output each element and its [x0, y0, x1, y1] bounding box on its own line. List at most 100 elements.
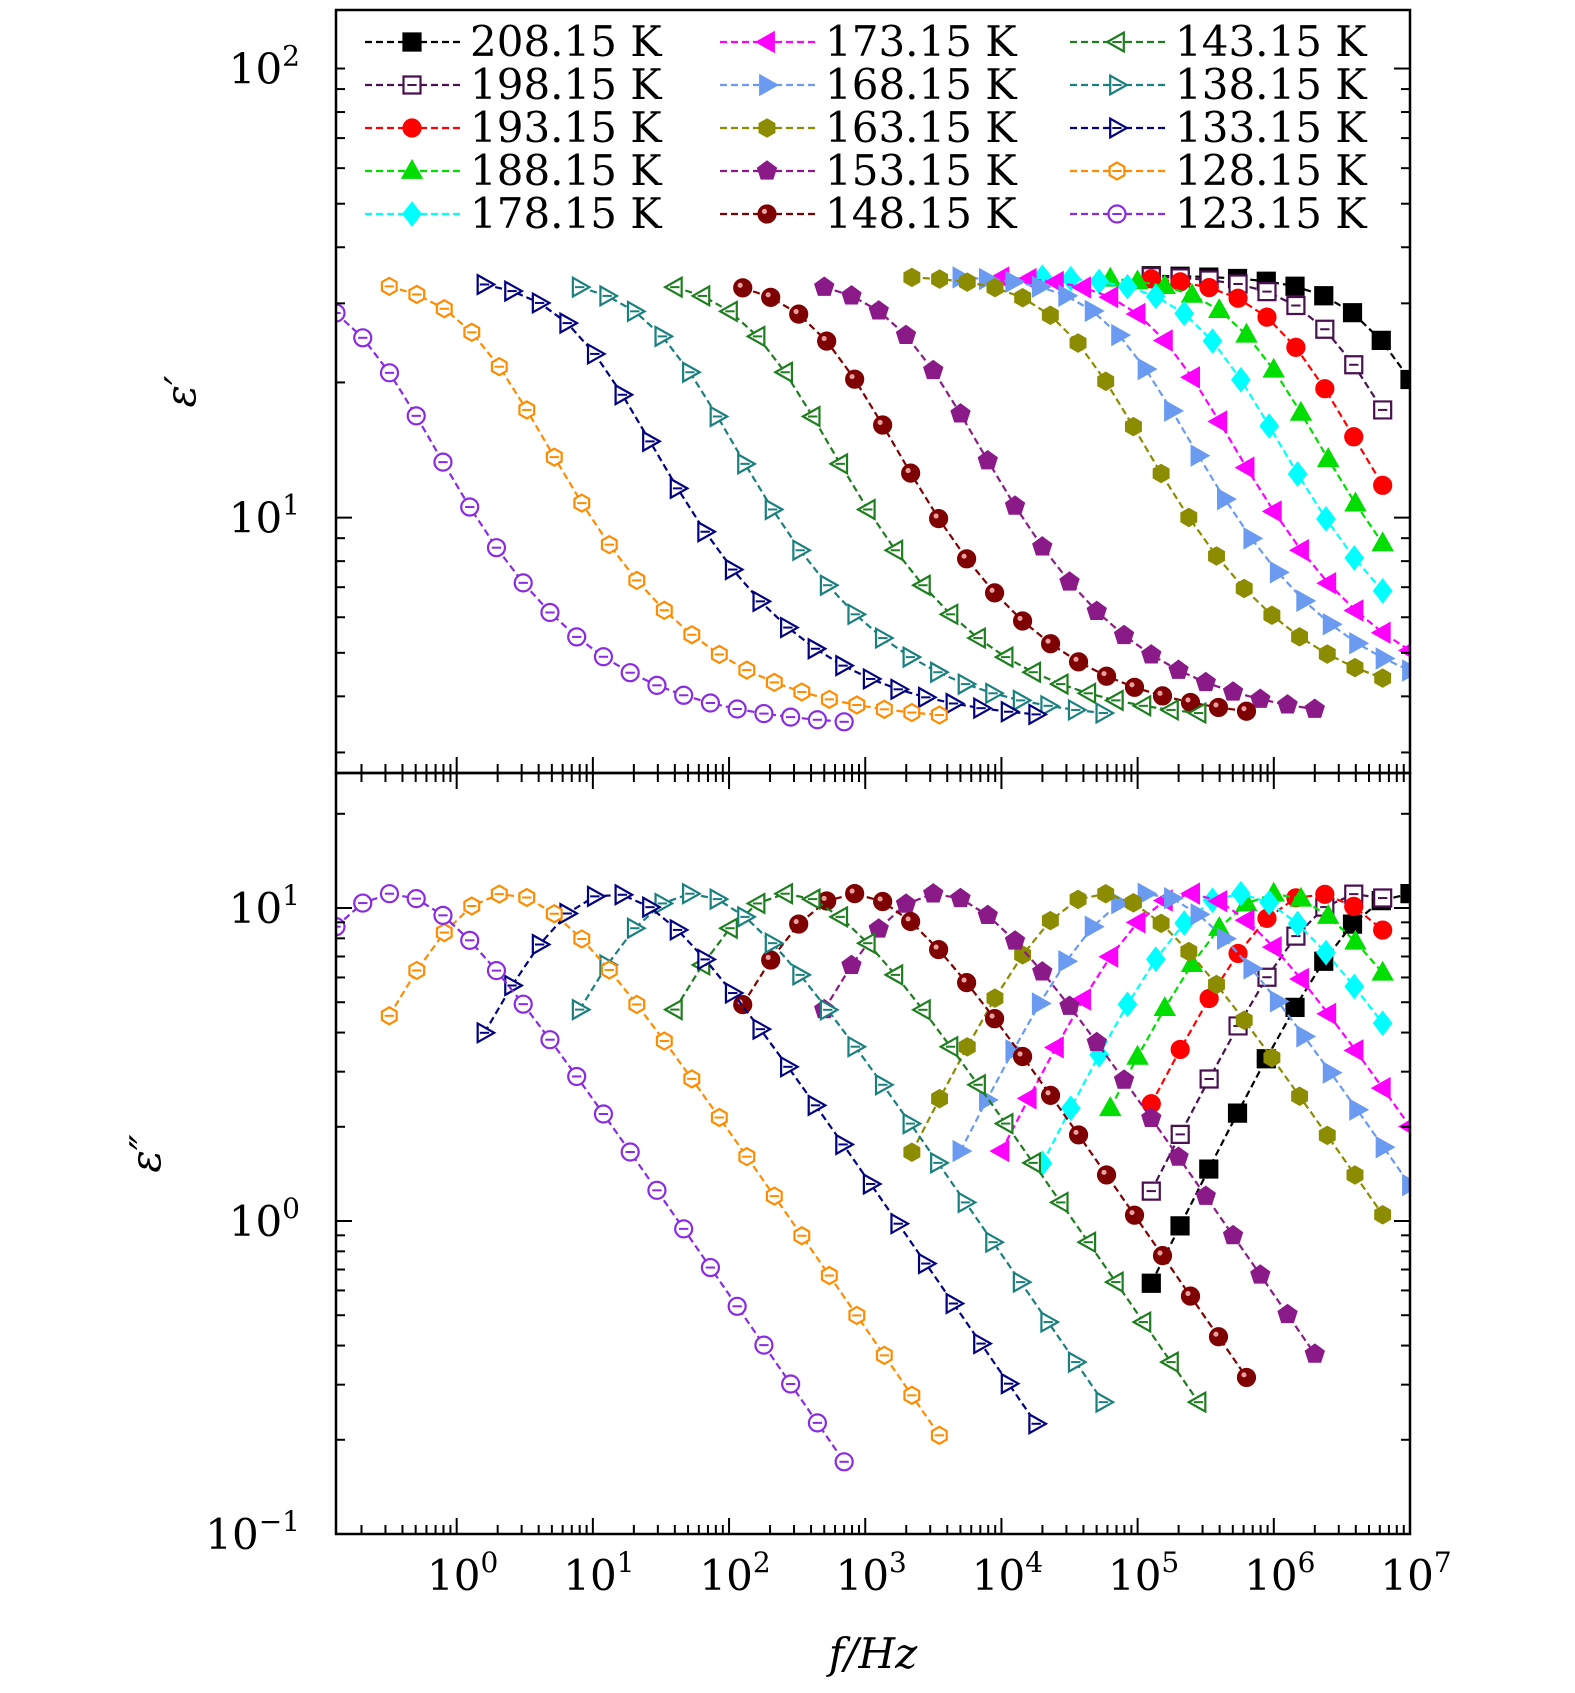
- legend-marker-highlight: [761, 208, 767, 214]
- data-point: [1170, 272, 1190, 292]
- data-point: [1208, 974, 1225, 995]
- series-line: [1150, 893, 1384, 1105]
- data-point: [1344, 545, 1365, 571]
- data-point: [1012, 611, 1033, 631]
- series-top-168-15-K: [952, 266, 1410, 682]
- data-point-highlight: [793, 918, 799, 925]
- data-point: [1375, 1135, 1396, 1159]
- data-point: [958, 272, 976, 292]
- data-point: [1208, 1327, 1229, 1347]
- data-point: [845, 369, 865, 389]
- data-point-highlight: [1241, 1372, 1247, 1378]
- legend-entry: 178.15 K: [365, 189, 663, 238]
- x-tick-label: 103: [836, 1546, 907, 1600]
- data-point: [1373, 920, 1393, 940]
- data-point: [1068, 652, 1089, 672]
- legend-entry: 163.15 K: [720, 103, 1018, 152]
- data-point: [1315, 884, 1335, 904]
- data-point: [1304, 698, 1325, 718]
- series-line: [911, 276, 1384, 680]
- legend-marker: [400, 158, 424, 179]
- series-bottom-148-15-K: [733, 884, 1257, 1387]
- series-top-148-15-K: [733, 278, 1257, 721]
- data-point-highlight: [1185, 1291, 1191, 1297]
- data-point: [1098, 285, 1119, 309]
- legend-entry: 168.15 K: [720, 60, 1018, 109]
- data-point: [1289, 400, 1313, 421]
- data-point: [1058, 284, 1079, 307]
- data-point: [1250, 688, 1271, 708]
- data-point: [1259, 889, 1280, 916]
- x-tick-label: 105: [1108, 1546, 1179, 1600]
- data-point: [1316, 903, 1340, 924]
- data-point: [1005, 270, 1026, 294]
- series-top-123-15-K: [336, 303, 854, 732]
- legend-label: 188.15 K: [470, 146, 663, 195]
- data-point: [957, 973, 977, 993]
- data-point: [1286, 337, 1306, 357]
- data-point: [868, 918, 889, 938]
- data-point: [1285, 997, 1305, 1017]
- data-point: [1234, 909, 1255, 932]
- data-point: [1344, 973, 1365, 1000]
- data-point: [1316, 571, 1337, 595]
- data-point: [1069, 333, 1087, 353]
- data-point: [1344, 896, 1364, 916]
- data-point: [1059, 571, 1080, 591]
- data-point-highlight: [1017, 615, 1023, 621]
- data-point: [1040, 1085, 1061, 1105]
- data-point: [1322, 1061, 1343, 1084]
- data-point-highlight: [821, 895, 827, 901]
- data-point: [1227, 1103, 1248, 1123]
- legend-label: 198.15 K: [470, 60, 663, 109]
- data-point-highlight: [1185, 697, 1191, 703]
- data-point: [1199, 1159, 1219, 1179]
- data-point: [1235, 578, 1253, 599]
- data-point-highlight: [765, 954, 771, 961]
- data-point: [1097, 883, 1115, 904]
- data-point: [1343, 599, 1364, 622]
- data-point-highlight: [821, 336, 827, 342]
- data-point: [1397, 643, 1410, 658]
- data-point: [845, 884, 865, 904]
- data-point: [1289, 967, 1309, 991]
- data-point: [873, 415, 893, 435]
- legend-label: 128.15 K: [1175, 146, 1368, 195]
- data-point: [1117, 273, 1138, 300]
- data-point: [1014, 287, 1032, 308]
- data-point-highlight: [933, 944, 939, 950]
- data-point: [733, 995, 753, 1015]
- x-tick-label: 100: [427, 1546, 498, 1600]
- data-point: [1343, 1039, 1364, 1062]
- data-point: [1111, 892, 1132, 915]
- data-point: [1004, 495, 1026, 515]
- data-point: [1014, 945, 1032, 965]
- data-point: [1374, 1205, 1392, 1225]
- data-point-highlight: [849, 374, 855, 380]
- data-point: [985, 583, 1005, 603]
- data-point: [1174, 300, 1195, 327]
- plot-area: [336, 264, 1410, 1472]
- series-top-133-15-K: [476, 273, 1049, 726]
- data-point: [1199, 278, 1219, 298]
- data-point: [1277, 1303, 1298, 1324]
- legend-label: 163.15 K: [825, 103, 1018, 152]
- data-point: [1145, 283, 1166, 310]
- data-point: [1261, 500, 1282, 523]
- series-line: [1000, 892, 1410, 1152]
- data-point: [1152, 329, 1173, 352]
- legend-entry: 198.15 K: [365, 60, 663, 109]
- data-point: [1195, 1185, 1216, 1205]
- data-point: [789, 914, 809, 934]
- data-point-highlight: [1213, 1331, 1219, 1337]
- data-point: [1190, 903, 1211, 926]
- data-point: [1234, 456, 1255, 479]
- data-point: [1170, 1039, 1190, 1059]
- data-point: [1190, 444, 1211, 467]
- x-tick-label: 101: [563, 1546, 634, 1600]
- data-point: [1180, 1286, 1201, 1306]
- data-point: [1195, 671, 1216, 692]
- top-panel-series: [336, 264, 1410, 732]
- data-point: [1349, 1098, 1370, 1121]
